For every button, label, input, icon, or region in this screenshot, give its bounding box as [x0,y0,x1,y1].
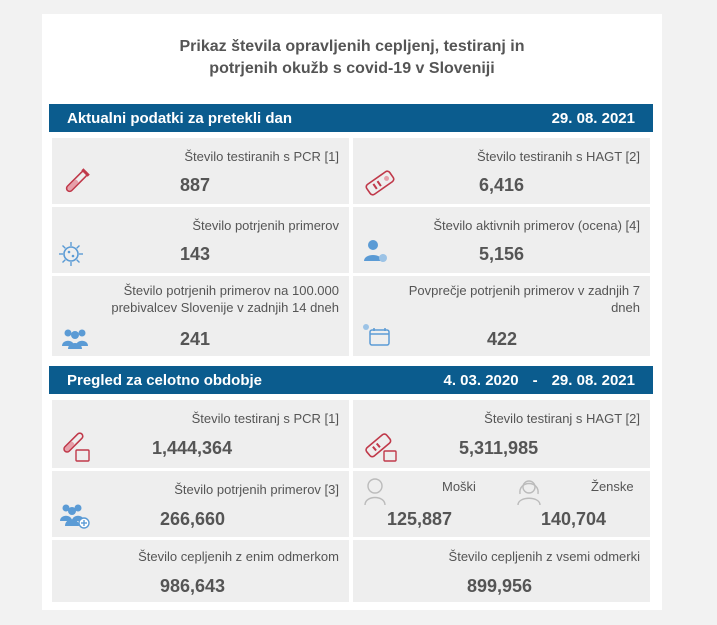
overall-date-dash: - [532,371,538,389]
group-icon [62,329,88,349]
card-daily-pcr: Število testiranih s PCR [1] 887 [52,138,349,204]
overall-hagt-label: Število testiranj s HAGT [2] [484,411,640,426]
card-overall-gender: Moški 125,887 Ženske 140,704 [353,471,650,537]
calendar-virus-icon [363,324,390,346]
daily-per100k-label-line2: prebivalcev Slovenije v zadnjih 14 dneh [111,300,339,315]
card-daily-confirmed: Število potrjenih primerov 143 [52,207,349,273]
card-overall-all-doses: Število cepljenih z vsemi odmerki 899,95… [353,540,650,602]
card-daily-avg7: Povprečje potrjenih primerov v zadnjih 7… [353,276,650,356]
overall-hagt-value: 5,311,985 [459,438,539,458]
all-doses-label: Število cepljenih z vsemi odmerki [448,549,640,564]
overall-date-to: 29. 08. 2021 [551,371,635,389]
daily-pcr-label: Število testiranih s PCR [1] [184,149,339,164]
overall-header-date-range: 4. 03. 2020-29. 08. 2021 [444,372,636,389]
female-icon [517,480,541,506]
overall-pcr-value: 1,444,364 [152,438,233,458]
overall-confirmed-value: 266,660 [160,509,226,529]
page-title-line1: Prikaz števila opravljenih cepljenj, tes… [179,38,525,55]
daily-per100k-value: 241 [180,329,211,349]
one-dose-value: 986,643 [160,576,226,596]
female-label: Ženske [591,479,634,494]
overall-date-from: 4. 03. 2020 [443,371,519,389]
daily-per100k-label: Število potrjenih primerov na 100.000 pr… [111,282,339,316]
daily-header-bar: Aktualni podatki za pretekli dan 29. 08.… [49,104,653,132]
daily-per100k-label-line1: Število potrjenih primerov na 100.000 [123,283,339,298]
page-title: Prikaz števila opravljenih cepljenj, tes… [42,36,662,80]
card-daily-hagt: Število testiranih s HAGT [2] 6,416 [353,138,650,204]
overall-pcr-label: Število testiranj s PCR [1] [191,411,339,426]
card-overall-one-dose: Število cepljenih z enim odmerkom 986,64… [52,540,349,602]
male-label: Moški [442,479,476,494]
rapid-test-icon [365,433,397,462]
card-overall-confirmed: Število potrjenih primerov [3] 266,660 [52,471,349,537]
daily-confirmed-value: 143 [180,244,211,264]
test-tube-icon [63,432,90,462]
daily-hagt-value: 6,416 [479,175,525,195]
overall-header-title: Pregled za celotno obdobje [67,371,263,389]
card-overall-hagt: Število testiranj s HAGT [2] 5,311,985 [353,400,650,468]
group-plus-icon [60,504,90,529]
daily-active-label: Število aktivnih primerov (ocena) [4] [433,218,640,233]
female-value: 140,704 [541,509,607,529]
daily-header-title: Aktualni podatki za pretekli dan [67,109,293,127]
rapid-test-icon [365,170,395,196]
male-value: 125,887 [387,509,453,529]
daily-confirmed-label: Število potrjenih primerov [192,218,339,233]
test-tube-icon [65,168,90,193]
card-daily-active: Število aktivnih primerov (ocena) [4] 5,… [353,207,650,273]
daily-active-value: 5,156 [479,244,525,264]
daily-avg7-label-line2: dneh [611,300,640,315]
daily-avg7-label: Povprečje potrjenih primerov v zadnjih 7… [409,282,640,316]
card-daily-per100k: Število potrjenih primerov na 100.000 pr… [52,276,349,356]
virus-icon [59,242,83,266]
page-title-line2: potrjenih okužb s covid-19 v Sloveniji [209,60,495,77]
card-overall-pcr: Število testiranj s PCR [1] 1,444,364 [52,400,349,468]
male-icon [364,478,386,506]
one-dose-label: Število cepljenih z enim odmerkom [138,549,339,564]
daily-avg7-label-line1: Povprečje potrjenih primerov v zadnjih 7 [408,283,640,298]
daily-pcr-value: 887 [180,175,211,195]
all-doses-value: 899,956 [467,576,533,596]
person-virus-icon [364,240,387,262]
daily-avg7-value: 422 [487,329,518,349]
overall-header-bar: Pregled za celotno obdobje 4. 03. 2020-2… [49,366,653,394]
daily-header-date: 29. 08. 2021 [551,109,635,127]
daily-hagt-label: Število testiranih s HAGT [2] [476,149,640,164]
overall-confirmed-label: Število potrjenih primerov [3] [174,482,339,497]
